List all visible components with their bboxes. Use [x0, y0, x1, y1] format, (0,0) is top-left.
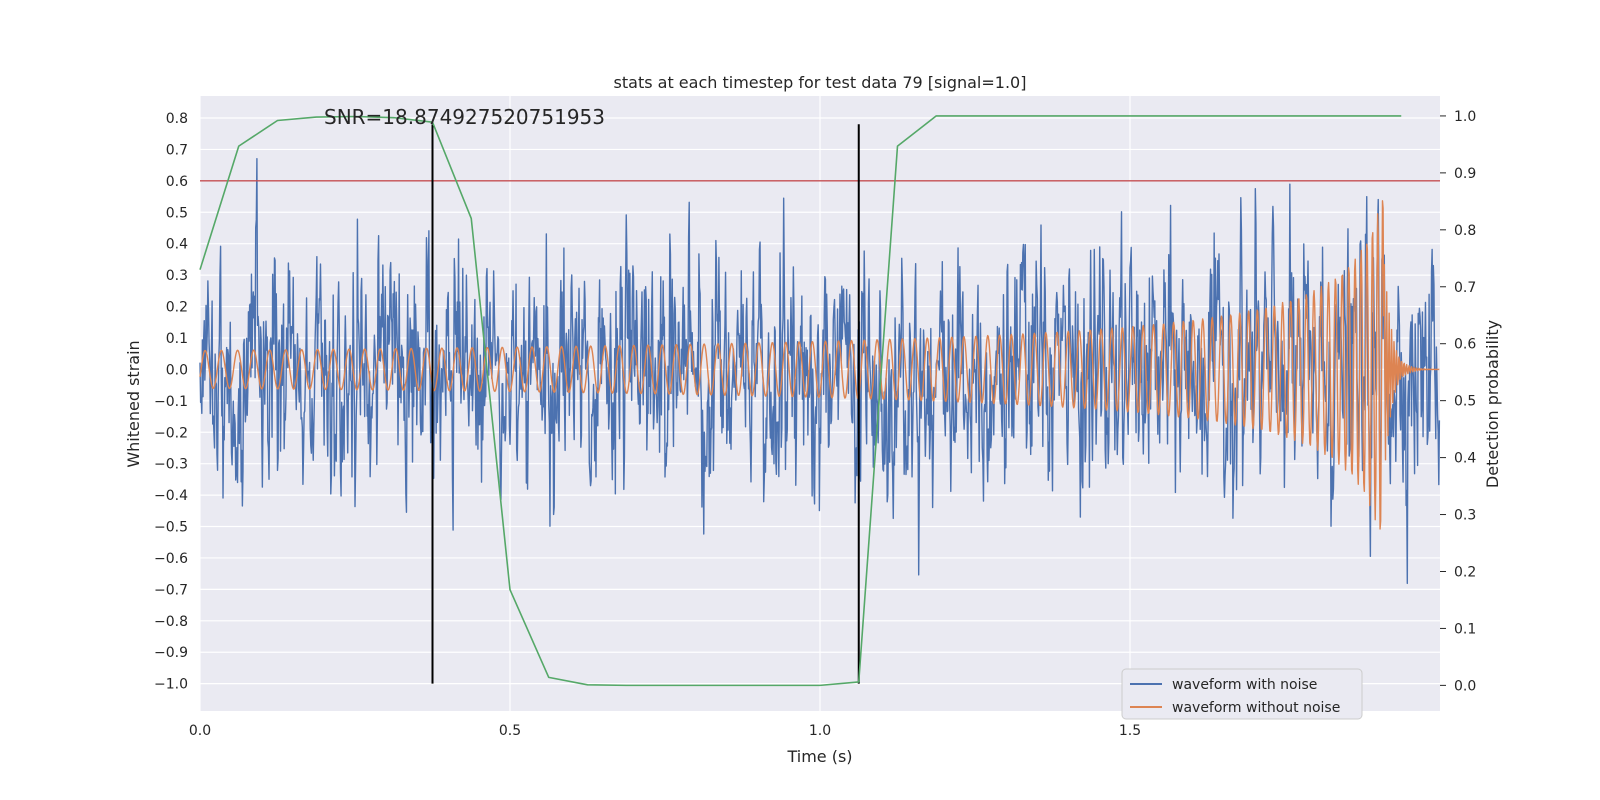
y2-tick-label: 0.2	[1454, 564, 1476, 580]
y-tick-label: 0.2	[166, 300, 188, 316]
legend-label-waveform-with-noise: waveform with noise	[1172, 677, 1317, 693]
y-tick-label: −1.0	[154, 677, 188, 693]
y-tick-label: 0.8	[166, 111, 188, 127]
y-tick-label: −0.9	[154, 645, 188, 661]
vertical-markers	[431, 124, 860, 684]
y2-tick-label: 0.6	[1454, 337, 1476, 353]
y2-tick-label: 0.4	[1454, 451, 1476, 467]
y2-tick-label: 0.1	[1454, 621, 1476, 637]
y2-tick-label: 0.8	[1454, 223, 1476, 239]
tick-labels: 0.0 0.5 1.0 1.5 0.8 0.7 0.6 0.5 0.4 0.3 0.2 0.1 0.0 −…	[154, 109, 1476, 739]
y2-tick-label: 0.5	[1454, 394, 1476, 410]
series-layer	[199, 115, 1441, 687]
legend: waveform with noise waveform without noi…	[1121, 668, 1363, 720]
y-tick-label: 0.6	[166, 174, 188, 190]
y2-tick-label: 1.0	[1454, 109, 1476, 125]
x-tick-label: 1.5	[1119, 723, 1141, 739]
x-axis-label: Time (s)	[786, 747, 852, 766]
y-tick-label: −0.2	[154, 425, 188, 441]
x-tick-label: 0.0	[189, 723, 211, 739]
series-line-waveform-without-noise	[199, 200, 1440, 530]
y-tick-label: 0.5	[166, 205, 188, 221]
y2-tick-label: 0.9	[1454, 166, 1476, 182]
legend-label-waveform-without-noise: waveform without noise	[1172, 700, 1340, 716]
y-tick-label: −0.6	[154, 551, 188, 567]
y-axis-label: Whitened strain	[124, 340, 143, 467]
y-tick-label: 0.3	[166, 268, 188, 284]
y-tick-label: 0.0	[166, 362, 188, 378]
y2-tick-label: 0.0	[1454, 678, 1476, 694]
x-tick-label: 0.5	[499, 723, 521, 739]
y-tick-label: 0.7	[166, 142, 188, 158]
y2-axis-label: Detection probability	[1483, 320, 1502, 488]
y-tick-label: −0.5	[154, 520, 188, 536]
y-tick-label: −0.3	[154, 457, 188, 473]
series-line-waveform-with-noise	[199, 158, 1441, 585]
y-tick-label: −0.1	[154, 394, 188, 410]
series-line-detection-probability	[199, 115, 1402, 687]
y2-tick-label: 0.3	[1454, 508, 1476, 524]
y-tick-label: 0.4	[166, 237, 188, 253]
y-tick-label: −0.7	[154, 582, 188, 598]
y2-tick-label: 0.7	[1454, 280, 1476, 296]
chart-title: stats at each timestep for test data 79 …	[614, 73, 1027, 92]
x-tick-label: 1.0	[809, 723, 831, 739]
y-tick-label: −0.4	[154, 488, 188, 504]
legend-box	[1121, 668, 1363, 720]
y-tick-label: 0.1	[166, 331, 188, 347]
snr-annotation: SNR=18.874927520751953	[324, 105, 605, 129]
y-tick-label: −0.8	[154, 614, 188, 630]
